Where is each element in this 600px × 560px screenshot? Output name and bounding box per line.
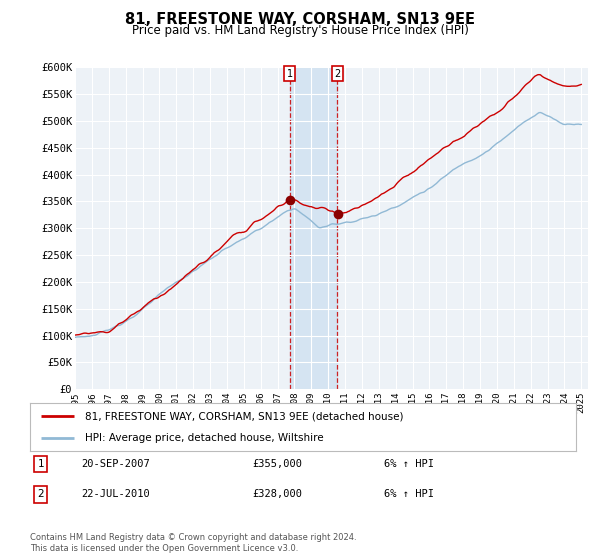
Text: Price paid vs. HM Land Registry's House Price Index (HPI): Price paid vs. HM Land Registry's House …	[131, 24, 469, 36]
Text: Contains HM Land Registry data © Crown copyright and database right 2024.
This d: Contains HM Land Registry data © Crown c…	[30, 533, 356, 553]
Text: 22-JUL-2010: 22-JUL-2010	[81, 489, 150, 500]
Bar	[290, 67, 337, 389]
Text: 81, FREESTONE WAY, CORSHAM, SN13 9EE (detached house): 81, FREESTONE WAY, CORSHAM, SN13 9EE (de…	[85, 411, 403, 421]
Text: £328,000: £328,000	[252, 489, 302, 500]
Text: 6% ↑ HPI: 6% ↑ HPI	[384, 459, 434, 469]
Text: 1: 1	[287, 69, 293, 79]
Text: 2: 2	[334, 69, 341, 79]
Text: 6% ↑ HPI: 6% ↑ HPI	[384, 489, 434, 500]
Text: HPI: Average price, detached house, Wiltshire: HPI: Average price, detached house, Wilt…	[85, 433, 323, 443]
Text: 2: 2	[37, 489, 44, 500]
Text: 1: 1	[37, 459, 44, 469]
Text: 81, FREESTONE WAY, CORSHAM, SN13 9EE: 81, FREESTONE WAY, CORSHAM, SN13 9EE	[125, 12, 475, 27]
Text: £355,000: £355,000	[252, 459, 302, 469]
Text: 20-SEP-2007: 20-SEP-2007	[81, 459, 150, 469]
